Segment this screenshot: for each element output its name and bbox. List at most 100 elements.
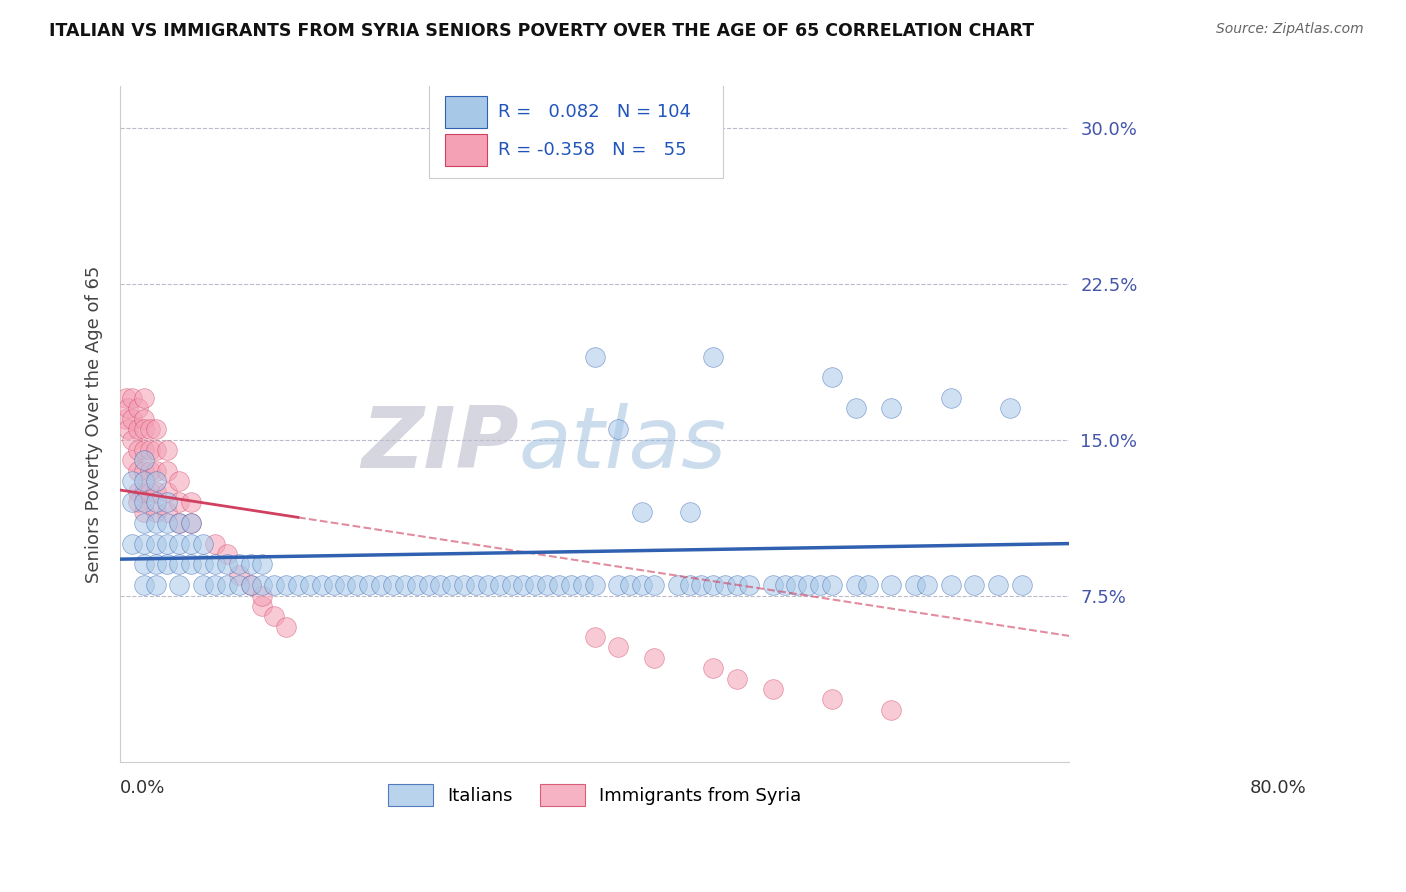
Point: [821, 578, 844, 592]
Point: [180, 536, 202, 550]
Point: [572, 578, 595, 592]
Point: [191, 536, 214, 550]
Point: [880, 401, 903, 416]
Point: [132, 412, 155, 426]
Point: [263, 578, 285, 592]
Point: [127, 495, 149, 509]
Point: [132, 422, 155, 436]
Point: [204, 578, 226, 592]
Point: [156, 516, 179, 530]
Point: [156, 505, 179, 519]
Point: [169, 516, 191, 530]
Point: [121, 391, 143, 405]
Point: [138, 464, 160, 478]
Point: [583, 578, 606, 592]
Point: [1011, 578, 1033, 592]
Point: [115, 391, 138, 405]
Point: [121, 453, 143, 467]
Point: [631, 505, 654, 519]
Point: [228, 567, 250, 582]
Point: [239, 578, 262, 592]
Point: [228, 558, 250, 572]
Point: [465, 578, 488, 592]
Point: [169, 558, 191, 572]
Point: [204, 536, 226, 550]
Y-axis label: Seniors Poverty Over the Age of 65: Seniors Poverty Over the Age of 65: [86, 266, 103, 582]
Point: [145, 495, 167, 509]
Legend: Italians, Immigrants from Syria: Italians, Immigrants from Syria: [381, 777, 808, 814]
Point: [785, 578, 807, 592]
Point: [127, 401, 149, 416]
Point: [762, 578, 785, 592]
Point: [191, 558, 214, 572]
Point: [987, 578, 1010, 592]
Point: [370, 578, 392, 592]
Point: [127, 443, 149, 458]
Text: Source: ZipAtlas.com: Source: ZipAtlas.com: [1216, 22, 1364, 37]
Point: [666, 578, 689, 592]
Point: [145, 516, 167, 530]
Point: [773, 578, 796, 592]
Point: [394, 578, 416, 592]
Point: [583, 630, 606, 644]
Point: [311, 578, 333, 592]
Point: [145, 505, 167, 519]
Point: [145, 443, 167, 458]
Point: [132, 484, 155, 499]
Point: [418, 578, 440, 592]
Point: [797, 578, 820, 592]
Point: [145, 474, 167, 488]
Point: [335, 578, 357, 592]
Point: [252, 578, 274, 592]
Point: [138, 443, 160, 458]
Point: [252, 589, 274, 603]
Point: [583, 350, 606, 364]
Point: [453, 578, 475, 592]
Point: [132, 558, 155, 572]
Point: [702, 350, 724, 364]
Point: [132, 536, 155, 550]
Point: [117, 401, 139, 416]
Point: [145, 422, 167, 436]
Point: [121, 536, 143, 550]
Point: [145, 464, 167, 478]
Point: [132, 443, 155, 458]
Point: [963, 578, 986, 592]
Point: [287, 578, 309, 592]
Point: [904, 578, 927, 592]
Point: [274, 578, 297, 592]
Point: [821, 370, 844, 384]
Point: [560, 578, 582, 592]
Point: [191, 578, 214, 592]
Point: [132, 474, 155, 488]
Point: [121, 433, 143, 447]
Text: 0.0%: 0.0%: [120, 779, 166, 797]
Point: [132, 505, 155, 519]
Point: [725, 672, 748, 686]
Point: [156, 443, 179, 458]
FancyBboxPatch shape: [444, 134, 488, 166]
Point: [180, 516, 202, 530]
Point: [132, 464, 155, 478]
Point: [127, 422, 149, 436]
Point: [215, 547, 238, 561]
Point: [643, 651, 665, 665]
Point: [845, 401, 868, 416]
Point: [132, 578, 155, 592]
Point: [127, 464, 149, 478]
Point: [702, 661, 724, 675]
Point: [215, 558, 238, 572]
Point: [607, 422, 630, 436]
Point: [880, 703, 903, 717]
Point: [252, 558, 274, 572]
Point: [762, 681, 785, 696]
Point: [678, 505, 700, 519]
Point: [346, 578, 368, 592]
Point: [239, 558, 262, 572]
Point: [274, 620, 297, 634]
Point: [263, 609, 285, 624]
Point: [127, 484, 149, 499]
Point: [643, 578, 665, 592]
FancyBboxPatch shape: [429, 79, 723, 178]
Point: [180, 495, 202, 509]
